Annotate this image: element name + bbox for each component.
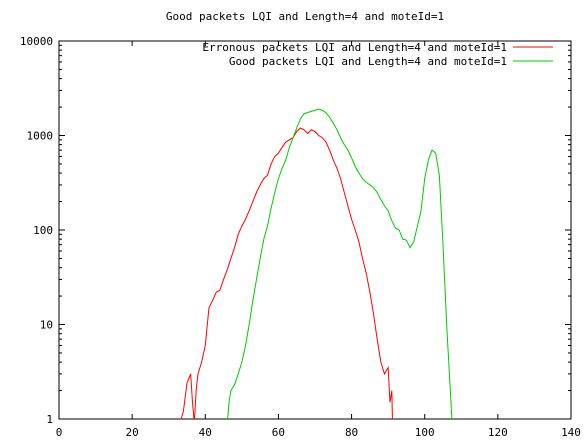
x-tick-label: 80 [345,426,358,439]
x-tick-label: 140 [561,426,581,439]
axes [58,40,572,420]
x-tick-label: 0 [56,426,63,439]
series-line-2 [227,108,453,419]
tick-marks [58,40,572,420]
y-tick-label: 100 [33,224,53,237]
legend: Erronous packets LQI and Length=4 and mo… [202,41,553,68]
x-tick-label: 40 [199,426,212,439]
legend-label-2: Good packets LQI and Length=4 and moteId… [229,55,507,68]
y-tick-label: 1000 [27,130,54,143]
y-tick-label: 10 [40,319,53,332]
tick-labels: 0 20 40 60 80 100 120 140 1 10 100 1000 10000 [20,35,581,439]
x-tick-label: 120 [488,426,508,439]
series-lines [180,108,453,419]
y-tick-label: 10000 [20,35,53,48]
series-line-1 [180,127,393,419]
chart-title: Good packets LQI and Length=4 and moteId… [166,10,444,23]
x-tick-label: 60 [272,426,285,439]
legend-label-1: Erronous packets LQI and Length=4 and mo… [202,41,507,54]
x-tick-label: 20 [126,426,139,439]
x-tick-label: 100 [415,426,435,439]
plot-frame [58,40,572,420]
y-tick-label: 1 [46,413,53,426]
